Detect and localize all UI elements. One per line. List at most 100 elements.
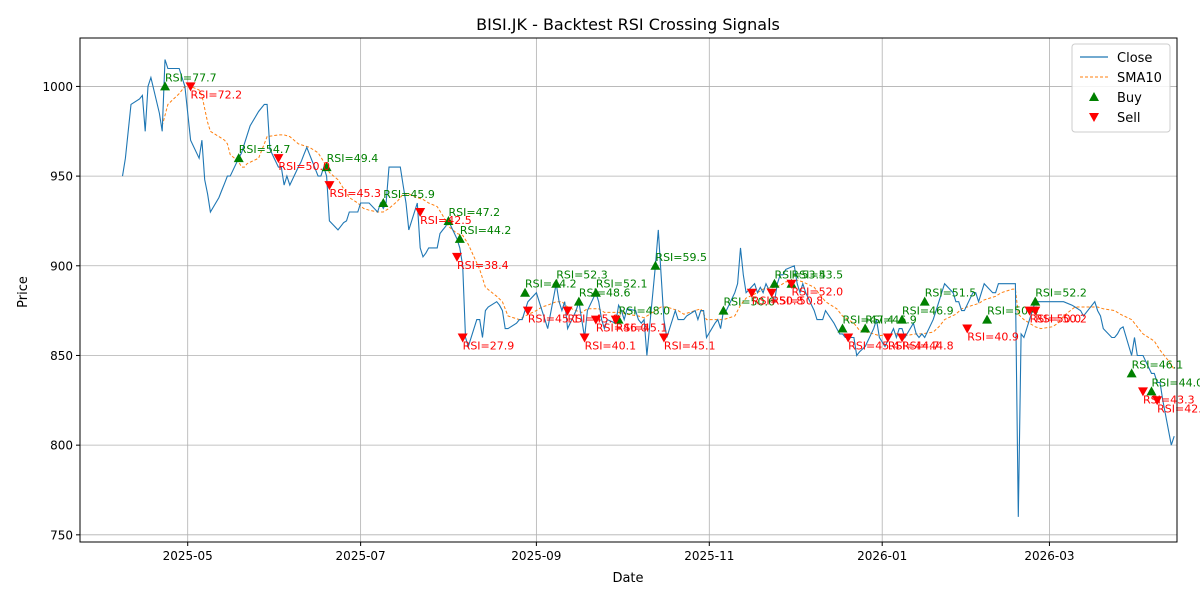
buy-signal-label: RSI=52.2 [1035, 287, 1087, 300]
sell-signal-label: RSI=45.1 [528, 313, 580, 326]
sell-signal-marker [897, 333, 908, 343]
buy-signal-marker [860, 323, 871, 333]
buy-signal-marker [1146, 386, 1157, 396]
sell-signal-label: RSI=50.0 [278, 160, 330, 173]
sell-signal-label: RSI=45.1 [664, 340, 716, 353]
x-tick-label: 2025-09 [511, 549, 561, 563]
sell-signal-label: RSI=45.1 [616, 322, 668, 335]
sell-signal-marker [457, 333, 468, 343]
legend-swatch-sell [1089, 113, 1099, 122]
sell-signal-marker [590, 315, 601, 325]
sell-signal-label: RSI=45.3 [329, 187, 381, 200]
sell-signal-label: RSI=72.2 [191, 88, 243, 101]
sell-signal-label: RSI=50.8 [772, 295, 824, 308]
sma10-line [161, 85, 1175, 371]
x-axis-label: Date [612, 571, 643, 586]
sell-signal-marker [658, 333, 669, 343]
buy-signal-marker [919, 296, 930, 306]
x-tick-label: 2026-03 [1024, 549, 1074, 563]
sell-signal-marker [1152, 396, 1163, 406]
legend-label: Close [1117, 51, 1152, 66]
sell-signal-label: RSI=38.4 [457, 259, 509, 272]
buy-signal-label: RSI=59.5 [655, 251, 707, 264]
legend: Close SMA10 Buy Sell [1071, 43, 1171, 133]
buy-signal-label: RSI=54.7 [239, 143, 291, 156]
buy-signal-marker [321, 162, 332, 172]
sell-signal-marker [273, 154, 284, 164]
y-tick-label: 850 [50, 349, 73, 363]
buy-signal-label: RSI=77.7 [165, 71, 217, 84]
x-tick-label: 2025-05 [163, 549, 213, 563]
signal-layer: RSI=77.7 RSI=54.7 RSI=49.4 RSI=45.9 RSI=47.2… [160, 71, 1200, 415]
buy-signal-label: RSI=48.0 [619, 305, 671, 318]
buy-signal-marker [837, 323, 848, 333]
buy-signal-label: RSI=49.4 [327, 152, 379, 165]
sell-signal-marker [324, 181, 335, 191]
buy-signal-label: RSI=51.5 [925, 287, 977, 300]
sell-signal-label: RSI=27.9 [463, 340, 515, 353]
buy-signal-marker [1126, 368, 1137, 378]
sell-signal-label: RSI=50.2 [1035, 313, 1087, 326]
close-price-line [121, 59, 1175, 517]
legend-label: Buy [1117, 91, 1142, 106]
buy-signal-marker [378, 198, 389, 208]
sell-signal-label: RSI=42.5 [420, 214, 472, 227]
buy-signal-marker [573, 296, 584, 306]
x-tick-label: 2025-07 [336, 549, 386, 563]
legend-label: Sell [1117, 111, 1140, 126]
chart-title: BISI.JK - Backtest RSI Crossing Signals [476, 15, 780, 34]
sell-signal-label: RSI=50.0 [1030, 313, 1082, 326]
grid-layer [80, 38, 1177, 542]
y-tick-label: 900 [50, 259, 73, 273]
sell-signal-label: RSI=42.2 [1157, 402, 1200, 415]
sell-signal-label: RSI=44.7 [888, 340, 940, 353]
sell-signal-marker [786, 279, 797, 289]
y-tick-label: 750 [50, 528, 73, 542]
buy-signal-label: RSI=45.9 [383, 188, 435, 201]
buy-signal-marker [590, 287, 601, 297]
buy-signal-marker [520, 287, 531, 297]
buy-signal-marker [443, 215, 454, 225]
sell-signal-label: RSI=40.9 [967, 331, 1019, 344]
buy-signal-label: RSI=52.3 [556, 269, 608, 282]
legend-label: SMA10 [1117, 71, 1162, 86]
x-tick-label: 2026-01 [857, 549, 907, 563]
buy-signal-label: RSI=52.1 [596, 278, 648, 291]
buy-signal-label: RSI=44.2 [525, 278, 577, 291]
buy-signal-marker [718, 305, 729, 315]
sell-signal-marker [746, 288, 757, 298]
plot-frame [79, 37, 1178, 543]
buy-signal-label: RSI=44.0 [1151, 376, 1200, 389]
sell-signal-label: RSI=50.8 [752, 295, 804, 308]
buy-signal-marker [454, 233, 465, 243]
sell-signal-label: RSI=52.0 [791, 286, 843, 299]
buy-signal-marker [551, 278, 562, 288]
sell-signal-marker [766, 288, 777, 298]
buy-signal-marker [769, 278, 780, 288]
buy-signal-label: RSI=46.9 [902, 305, 954, 318]
legend-box [1071, 43, 1171, 133]
sell-signal-label: RSI=46.0 [596, 322, 648, 335]
y-axis-label: Price [16, 276, 31, 308]
buy-signal-label: RSI=53.5 [791, 269, 843, 282]
buy-signal-marker [897, 314, 908, 324]
buy-signal-label: RSI=44.2 [460, 224, 512, 237]
sell-signal-marker [185, 82, 196, 92]
x-tick-label: 2025-11 [684, 549, 734, 563]
legend-swatch-buy [1089, 92, 1099, 101]
sell-signal-marker [1137, 387, 1148, 397]
y-tick-label: 950 [50, 170, 73, 184]
y-tick-label: 800 [50, 439, 73, 453]
buy-signal-marker [233, 153, 244, 163]
sell-signal-marker [452, 252, 463, 262]
buy-signal-marker [1030, 296, 1041, 306]
buy-signal-label: RSI=47.2 [449, 206, 501, 219]
sell-signal-marker [415, 207, 426, 217]
buy-signal-label: RSI=53.4 [774, 269, 826, 282]
buy-signal-marker [982, 314, 993, 324]
sell-signal-marker [962, 324, 973, 334]
sell-signal-marker [1030, 306, 1041, 316]
sell-signal-marker [522, 306, 533, 316]
